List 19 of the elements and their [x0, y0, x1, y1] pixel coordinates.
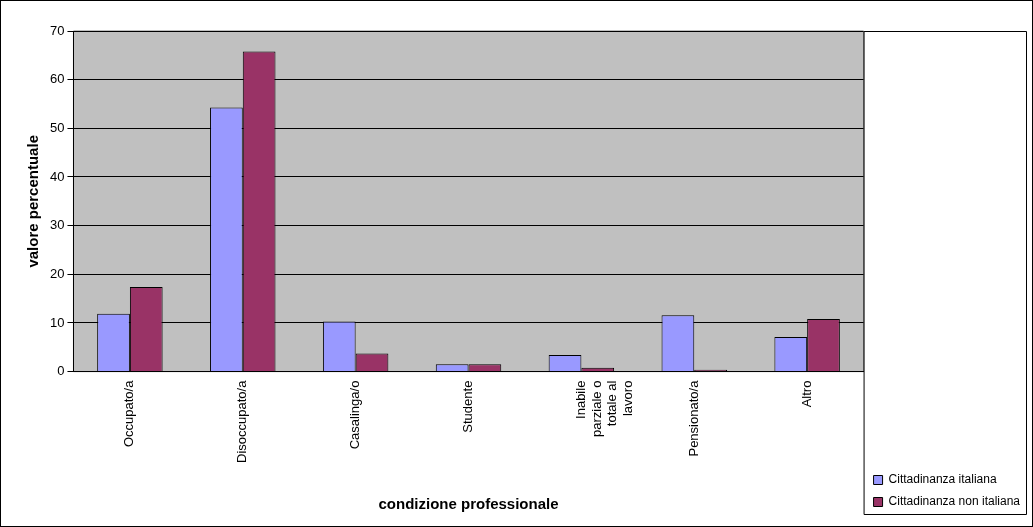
y-axis-title: valore percentuale	[24, 135, 42, 268]
y-tick-label: 10	[49, 314, 65, 330]
legend-label: Cittadinanza italiana	[888, 472, 997, 487]
x-tick-label: Casalinga/o	[347, 380, 363, 450]
legend-label: Cittadinanza non italiana	[888, 494, 1021, 509]
x-tick-label: Disoccupato/a	[234, 379, 250, 464]
y-tick-label: 20	[49, 265, 65, 281]
x-tick-label: Occupato/a	[121, 379, 137, 448]
x-tick-label: Pensionato/a	[685, 379, 701, 457]
y-tick-label: 60	[49, 71, 65, 87]
x-axis-title: condizione professionale	[378, 495, 559, 513]
y-tick-label: 0	[57, 363, 65, 379]
y-tick-label: 70	[49, 22, 65, 38]
y-tick-label: 30	[49, 217, 65, 233]
x-tick-label: Studente	[460, 380, 476, 433]
y-tick-label: 50	[49, 119, 65, 135]
x-tick-label: Inabile parziale o totale al lavoro	[572, 380, 635, 437]
x-tick-label: Altro	[798, 380, 814, 408]
y-tick-label: 40	[49, 168, 65, 184]
